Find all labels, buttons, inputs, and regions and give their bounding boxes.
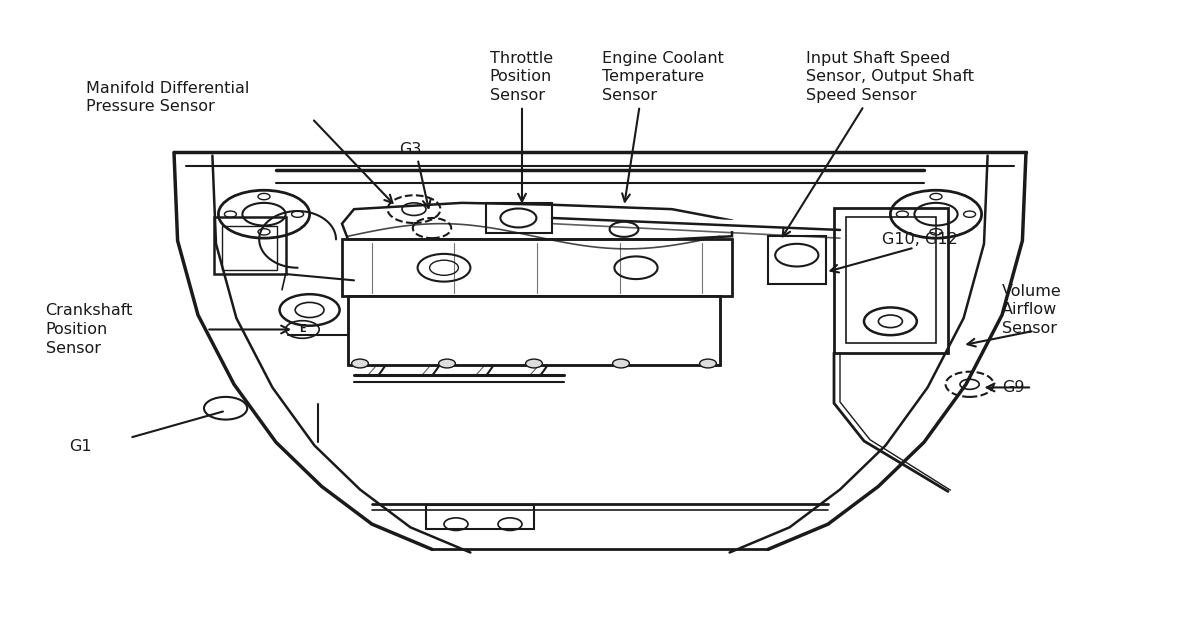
Circle shape [526,359,542,368]
Bar [342,239,732,296]
Text: Input Shaft Speed
Sensor, Output Shaft
Speed Sensor: Input Shaft Speed Sensor, Output Shaft S… [806,51,974,103]
Bar [214,217,286,274]
Text: Manifold Differential
Pressure Sensor: Manifold Differential Pressure Sensor [86,81,250,115]
Bar [768,236,826,284]
Bar [426,505,534,529]
Bar [348,296,720,365]
Text: G10, G12: G10, G12 [882,232,958,247]
Text: Volume
Airflow
Sensor: Volume Airflow Sensor [1002,284,1062,336]
Bar [222,226,277,270]
Bar [486,203,552,233]
Text: G3: G3 [400,142,422,158]
Text: E: E [299,324,306,335]
Text: Throttle
Position
Sensor: Throttle Position Sensor [490,51,553,103]
Circle shape [700,359,716,368]
Bar [846,217,936,343]
Bar [348,296,720,365]
Circle shape [613,359,629,368]
Bar [834,208,948,353]
Circle shape [352,359,368,368]
Text: Engine Coolant
Temperature
Sensor: Engine Coolant Temperature Sensor [602,51,725,103]
Circle shape [439,359,456,368]
Text: Crankshaft
Position
Sensor: Crankshaft Position Sensor [46,304,133,355]
Text: G1: G1 [70,438,92,454]
Text: G9: G9 [1002,380,1025,395]
